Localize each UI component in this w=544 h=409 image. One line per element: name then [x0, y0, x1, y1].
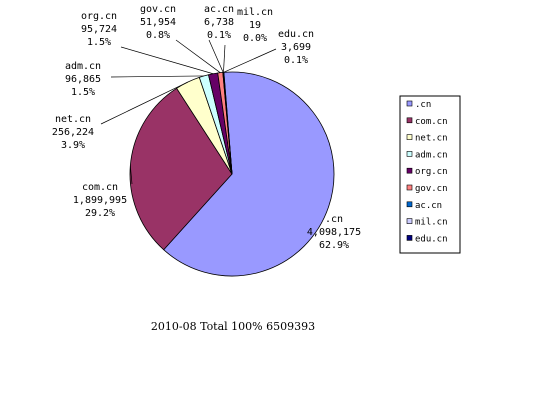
slice-labels: .cn 4,098,175 62.9% com.cn 1,899,995 29.2% net… [52, 4, 361, 251]
slice-label-name-edu-cn: edu.cn [278, 29, 314, 40]
legend-swatch-gov-cn [406, 184, 413, 191]
legend-label-edu-cn: edu.cn [415, 234, 448, 244]
legend-label-mil-cn: mil.cn [415, 218, 448, 228]
slice-label-value-net-cn: 256,224 [52, 127, 94, 138]
leader-line-com-cn [129, 165, 133, 185]
legend-swatch-adm-cn [406, 151, 413, 157]
pie-slices [129, 71, 335, 277]
legend-label-adm-cn: adm.cn [415, 150, 448, 160]
slice-label-pct-cncn: 62.9% [319, 240, 349, 251]
slice-label-value-org-cn: 95,724 [81, 24, 117, 35]
leader-line-edu-cn [223, 48, 277, 73]
legend-label-com-cn: com.cn [415, 117, 448, 127]
leader-line-ac-cn [208, 39, 224, 73]
legend-swatch-cncn [406, 100, 413, 107]
legend-swatch-edu-cn [406, 235, 413, 241]
slice-label-name-com-cn: com.cn [82, 182, 118, 193]
legend-swatch-mil-cn [406, 218, 413, 224]
legend-label-cncn: .cn [415, 100, 431, 110]
slice-label-value-gov-cn: 51,954 [140, 17, 176, 28]
legend-swatch-ac-cn [406, 201, 413, 208]
slice-label-pct-adm-cn: 1.5% [71, 87, 95, 98]
slice-label-name-adm-cn: adm.cn [65, 61, 101, 72]
slice-label-value-com-cn: 1,899,995 [73, 195, 127, 206]
slice-label-value-edu-cn: 3,699 [281, 42, 311, 53]
leader-line-gov-cn [175, 39, 221, 73]
leader-line-org-cn [120, 46, 214, 75]
slice-label-pct-ac-cn: 0.1% [207, 30, 231, 41]
slice-label-name-org-cn: org.cn [81, 11, 117, 22]
slice-label-value-ac-cn: 6,738 [204, 17, 234, 28]
slice-label-name-cncn: .cn [325, 214, 343, 225]
legend: .cn com.cn net.cn adm.cn org.cn gov.cn ac.cn mi… [399, 95, 461, 254]
slice-label-name-mil-cn: mil.cn [237, 7, 273, 18]
chart-caption: 2010-08 Total 100% 6509393 [151, 320, 315, 333]
leader-line-mil-cn [223, 44, 226, 73]
legend-label-org-cn: org.cn [415, 167, 448, 177]
pie-slice-cncn [163, 71, 335, 277]
slice-label-pct-net-cn: 3.9% [61, 140, 85, 151]
slice-label-value-cncn: 4,098,175 [307, 227, 361, 238]
legend-label-ac-cn: ac.cn [415, 201, 442, 211]
legend-label-gov-cn: gov.cn [415, 184, 448, 194]
slice-label-pct-org-cn: 1.5% [87, 37, 111, 48]
slice-label-value-adm-cn: 96,865 [65, 74, 101, 85]
slice-label-name-ac-cn: ac.cn [204, 4, 234, 15]
slice-label-pct-com-cn: 29.2% [85, 208, 115, 219]
legend-swatch-net-cn [406, 134, 413, 140]
legend-swatch-org-cn [406, 167, 413, 174]
slice-label-value-mil-cn: 19 [249, 20, 261, 31]
leader-line-net-cn [100, 81, 188, 125]
slice-label-name-gov-cn: gov.cn [140, 4, 176, 15]
leader-line-adm-cn [110, 75, 204, 78]
slice-label-name-net-cn: net.cn [55, 114, 91, 125]
slice-label-pct-mil-cn: 0.0% [243, 33, 267, 44]
legend-swatch-com-cn [406, 117, 413, 124]
slice-label-pct-edu-cn: 0.1% [284, 55, 308, 66]
leader-lines [100, 39, 277, 185]
slice-label-pct-gov-cn: 0.8% [146, 30, 170, 41]
legend-label-net-cn: net.cn [415, 134, 448, 144]
